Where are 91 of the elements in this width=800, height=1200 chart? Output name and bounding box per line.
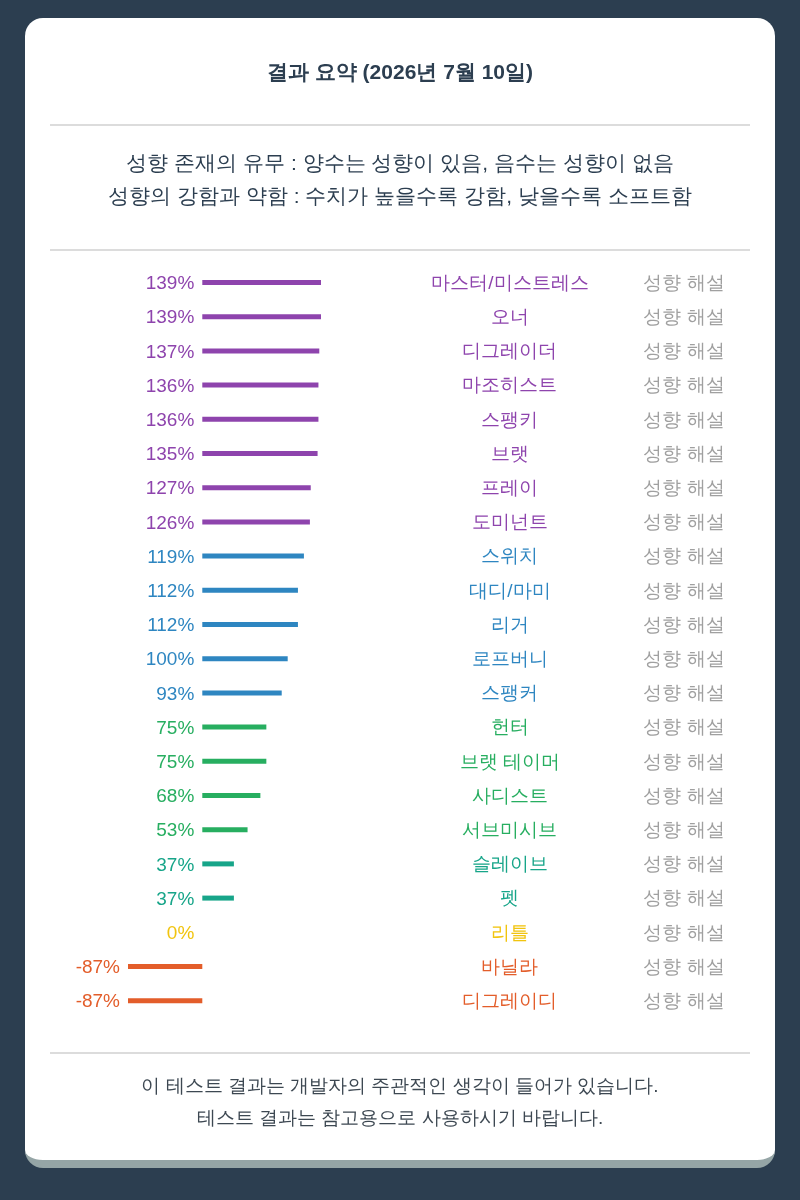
y-tick-label: 브랫 bbox=[491, 442, 529, 464]
y-tick-label: 리틀 bbox=[491, 921, 529, 943]
text: 성향 해설 bbox=[643, 579, 725, 601]
bar bbox=[202, 724, 267, 730]
data-label: 112% bbox=[147, 614, 195, 636]
data-label: 127% bbox=[145, 477, 195, 499]
bar bbox=[202, 895, 234, 901]
y-tick-label: 로프버니 bbox=[472, 647, 548, 669]
data-label: 112% bbox=[147, 579, 195, 601]
text: 성향 해설 bbox=[643, 750, 725, 772]
data-label: 139% bbox=[145, 272, 195, 294]
y-tick-label: 스위치 bbox=[481, 545, 539, 567]
y-tick-label: 대디/마미 bbox=[469, 579, 551, 601]
bar bbox=[202, 690, 282, 696]
bar bbox=[202, 622, 298, 627]
bar bbox=[202, 280, 321, 285]
y-tick-label: 리거 bbox=[491, 613, 529, 635]
data-label: 135% bbox=[145, 443, 195, 465]
data-label: 53% bbox=[156, 819, 195, 841]
data-label: 136% bbox=[145, 374, 195, 396]
y-tick-label: 마조히스트 bbox=[462, 374, 558, 396]
text: 성향 해설 bbox=[643, 374, 725, 396]
bar bbox=[202, 348, 320, 354]
y-tick-label: 오너 bbox=[491, 305, 529, 327]
text: 테스트 결과는 참고용으로 사용하시기 바랍니다. bbox=[195, 1106, 605, 1130]
text: 성향 해설 bbox=[643, 682, 725, 704]
y-tick-label: 마스터/미스트레스 bbox=[431, 271, 589, 293]
text: 성향 해설 bbox=[643, 545, 725, 567]
text: 이 테스트 결과는 개발자의 주관적인 생각이 들어가 있습니다. bbox=[140, 1074, 660, 1098]
y-tick-label: 사디스트 bbox=[472, 784, 548, 806]
data-label: 93% bbox=[156, 682, 195, 704]
y-tick-label: 바닐라 bbox=[481, 955, 539, 977]
text: 성향 해설 bbox=[643, 887, 725, 909]
data-label: 119% bbox=[147, 545, 195, 567]
text: 성향 해설 bbox=[643, 716, 725, 738]
text: 성향 해설 bbox=[643, 408, 725, 430]
bar bbox=[202, 758, 267, 764]
data-label: -87% bbox=[75, 990, 121, 1012]
y-tick-label: 브랫 테이머 bbox=[459, 750, 561, 772]
y-tick-label: 도미넌트 bbox=[472, 511, 548, 533]
text: 성향 해설 bbox=[643, 340, 725, 362]
text: 성향 해설 bbox=[643, 613, 725, 635]
data-label: 139% bbox=[145, 306, 195, 328]
text: 성향 해설 bbox=[643, 784, 725, 806]
text: 성향 해설 bbox=[643, 271, 725, 293]
data-label: 37% bbox=[156, 853, 195, 875]
y-tick-label: 프레이 bbox=[481, 476, 539, 498]
data-label: 137% bbox=[145, 340, 195, 362]
data-label: 136% bbox=[145, 408, 195, 430]
data-label: 75% bbox=[156, 750, 195, 772]
text: 성향 해설 bbox=[643, 818, 725, 840]
text: 결과 요약 (2026년 7월 10일) bbox=[265, 59, 535, 85]
bar bbox=[202, 519, 310, 525]
y-tick-label: 디그레이더 bbox=[462, 340, 558, 362]
bar bbox=[202, 314, 321, 320]
y-tick-label: 슬레이브 bbox=[472, 853, 548, 875]
bar bbox=[202, 587, 298, 593]
y-tick-label: 디그레이디 bbox=[462, 989, 558, 1011]
y-tick-label: 스팽커 bbox=[481, 682, 539, 704]
text: 성향 해설 bbox=[643, 511, 725, 533]
bar bbox=[128, 963, 203, 969]
bar bbox=[202, 382, 319, 388]
data-label: 0% bbox=[166, 921, 195, 943]
bar bbox=[202, 416, 319, 422]
bar bbox=[202, 656, 288, 662]
bar bbox=[202, 485, 311, 491]
y-tick-label: 헌터 bbox=[491, 716, 529, 738]
text: 성향 해설 bbox=[643, 989, 725, 1011]
data-label: 100% bbox=[145, 648, 195, 670]
bar bbox=[202, 827, 248, 833]
bar bbox=[128, 998, 203, 1004]
data-label: 75% bbox=[156, 716, 195, 738]
text: 성향 해설 bbox=[643, 647, 725, 669]
text: 성향 해설 bbox=[643, 476, 725, 498]
bar bbox=[202, 861, 234, 867]
text: 성향 존재의 유무 : 양수는 성향이 있음, 음수는 성향이 없음 성향의 강함과 약함 : 수치가 높을수록 강함, 낮을수록 소프트함 bbox=[107, 150, 693, 209]
y-tick-label: 펫 bbox=[500, 887, 520, 909]
bar bbox=[202, 792, 261, 798]
text: 성향 해설 bbox=[643, 921, 725, 943]
bar bbox=[202, 451, 318, 456]
data-label: 37% bbox=[156, 887, 195, 909]
bar bbox=[202, 553, 304, 559]
y-tick-label: 서브미시브 bbox=[462, 818, 558, 840]
y-tick-label: 스팽키 bbox=[481, 408, 539, 430]
data-label: -87% bbox=[75, 956, 121, 978]
text: 성향 해설 bbox=[643, 853, 725, 875]
text: 성향 해설 bbox=[643, 955, 725, 977]
data-label: 126% bbox=[145, 511, 195, 533]
data-label: 68% bbox=[156, 785, 195, 807]
text: 성향 해설 bbox=[643, 305, 725, 327]
text: 성향 해설 bbox=[643, 442, 725, 464]
